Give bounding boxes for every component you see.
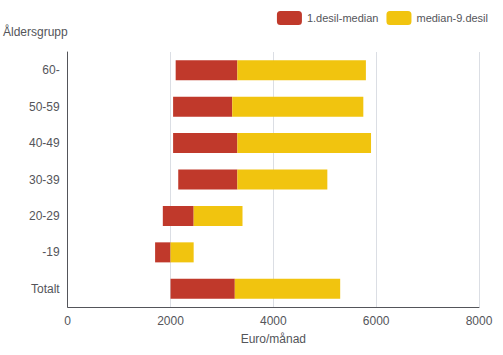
svg-text:0: 0 (64, 314, 71, 328)
svg-text:60-: 60- (42, 63, 59, 77)
svg-text:Åldersgrupp: Åldersgrupp (3, 24, 68, 39)
svg-text:50-59: 50-59 (29, 100, 60, 114)
svg-text:4000: 4000 (260, 314, 287, 328)
svg-text:20-29: 20-29 (29, 209, 60, 223)
svg-text:median-9.desil: median-9.desil (416, 12, 488, 24)
svg-text:40-49: 40-49 (29, 136, 60, 150)
svg-text:Euro/månad: Euro/månad (241, 332, 306, 346)
svg-text:30-39: 30-39 (29, 173, 60, 187)
svg-text:8000: 8000 (466, 314, 493, 328)
svg-text:2000: 2000 (157, 314, 184, 328)
svg-text:-19: -19 (42, 245, 60, 259)
svg-text:6000: 6000 (363, 314, 390, 328)
svg-text:1.desil-median: 1.desil-median (307, 12, 379, 24)
svg-text:Totalt: Totalt (31, 282, 60, 296)
